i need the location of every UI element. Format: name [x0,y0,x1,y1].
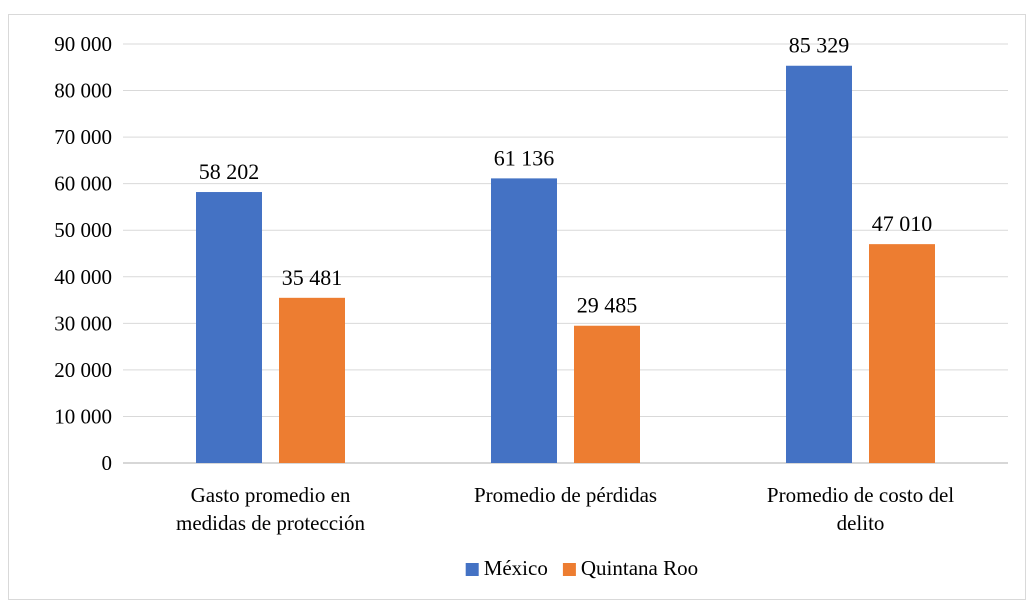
legend-label: Quintana Roo [581,556,698,580]
y-tick-label: 90 000 [54,32,112,56]
data-label: 47 010 [872,211,933,236]
legend-swatch [563,563,576,576]
data-label: 35 481 [282,265,343,290]
x-category-label: Promedio de pérdidas [474,483,657,507]
bar [574,326,640,463]
x-category-label: medidas de protección [176,511,365,535]
y-tick-label: 70 000 [54,125,112,149]
y-tick-label: 20 000 [54,358,112,382]
y-tick-label: 30 000 [54,311,112,335]
y-tick-label: 80 000 [54,79,112,103]
data-label: 85 329 [789,33,850,58]
y-tick-label: 10 000 [54,404,112,428]
data-label: 58 202 [199,159,260,184]
data-label: 29 485 [577,293,638,318]
bar [869,244,935,463]
legend-swatch [466,563,479,576]
y-tick-label: 60 000 [54,172,112,196]
x-category-label: delito [837,511,885,535]
legend-label: México [484,556,548,580]
bar [279,298,345,463]
y-tick-label: 50 000 [54,218,112,242]
data-label: 61 136 [494,145,555,170]
bar [491,178,557,463]
x-category-label: Promedio de costo del [767,483,954,507]
x-category-label: Gasto promedio en [191,483,351,507]
bar [786,66,852,463]
bar [196,192,262,463]
y-tick-label: 40 000 [54,265,112,289]
y-tick-label: 0 [102,451,113,475]
